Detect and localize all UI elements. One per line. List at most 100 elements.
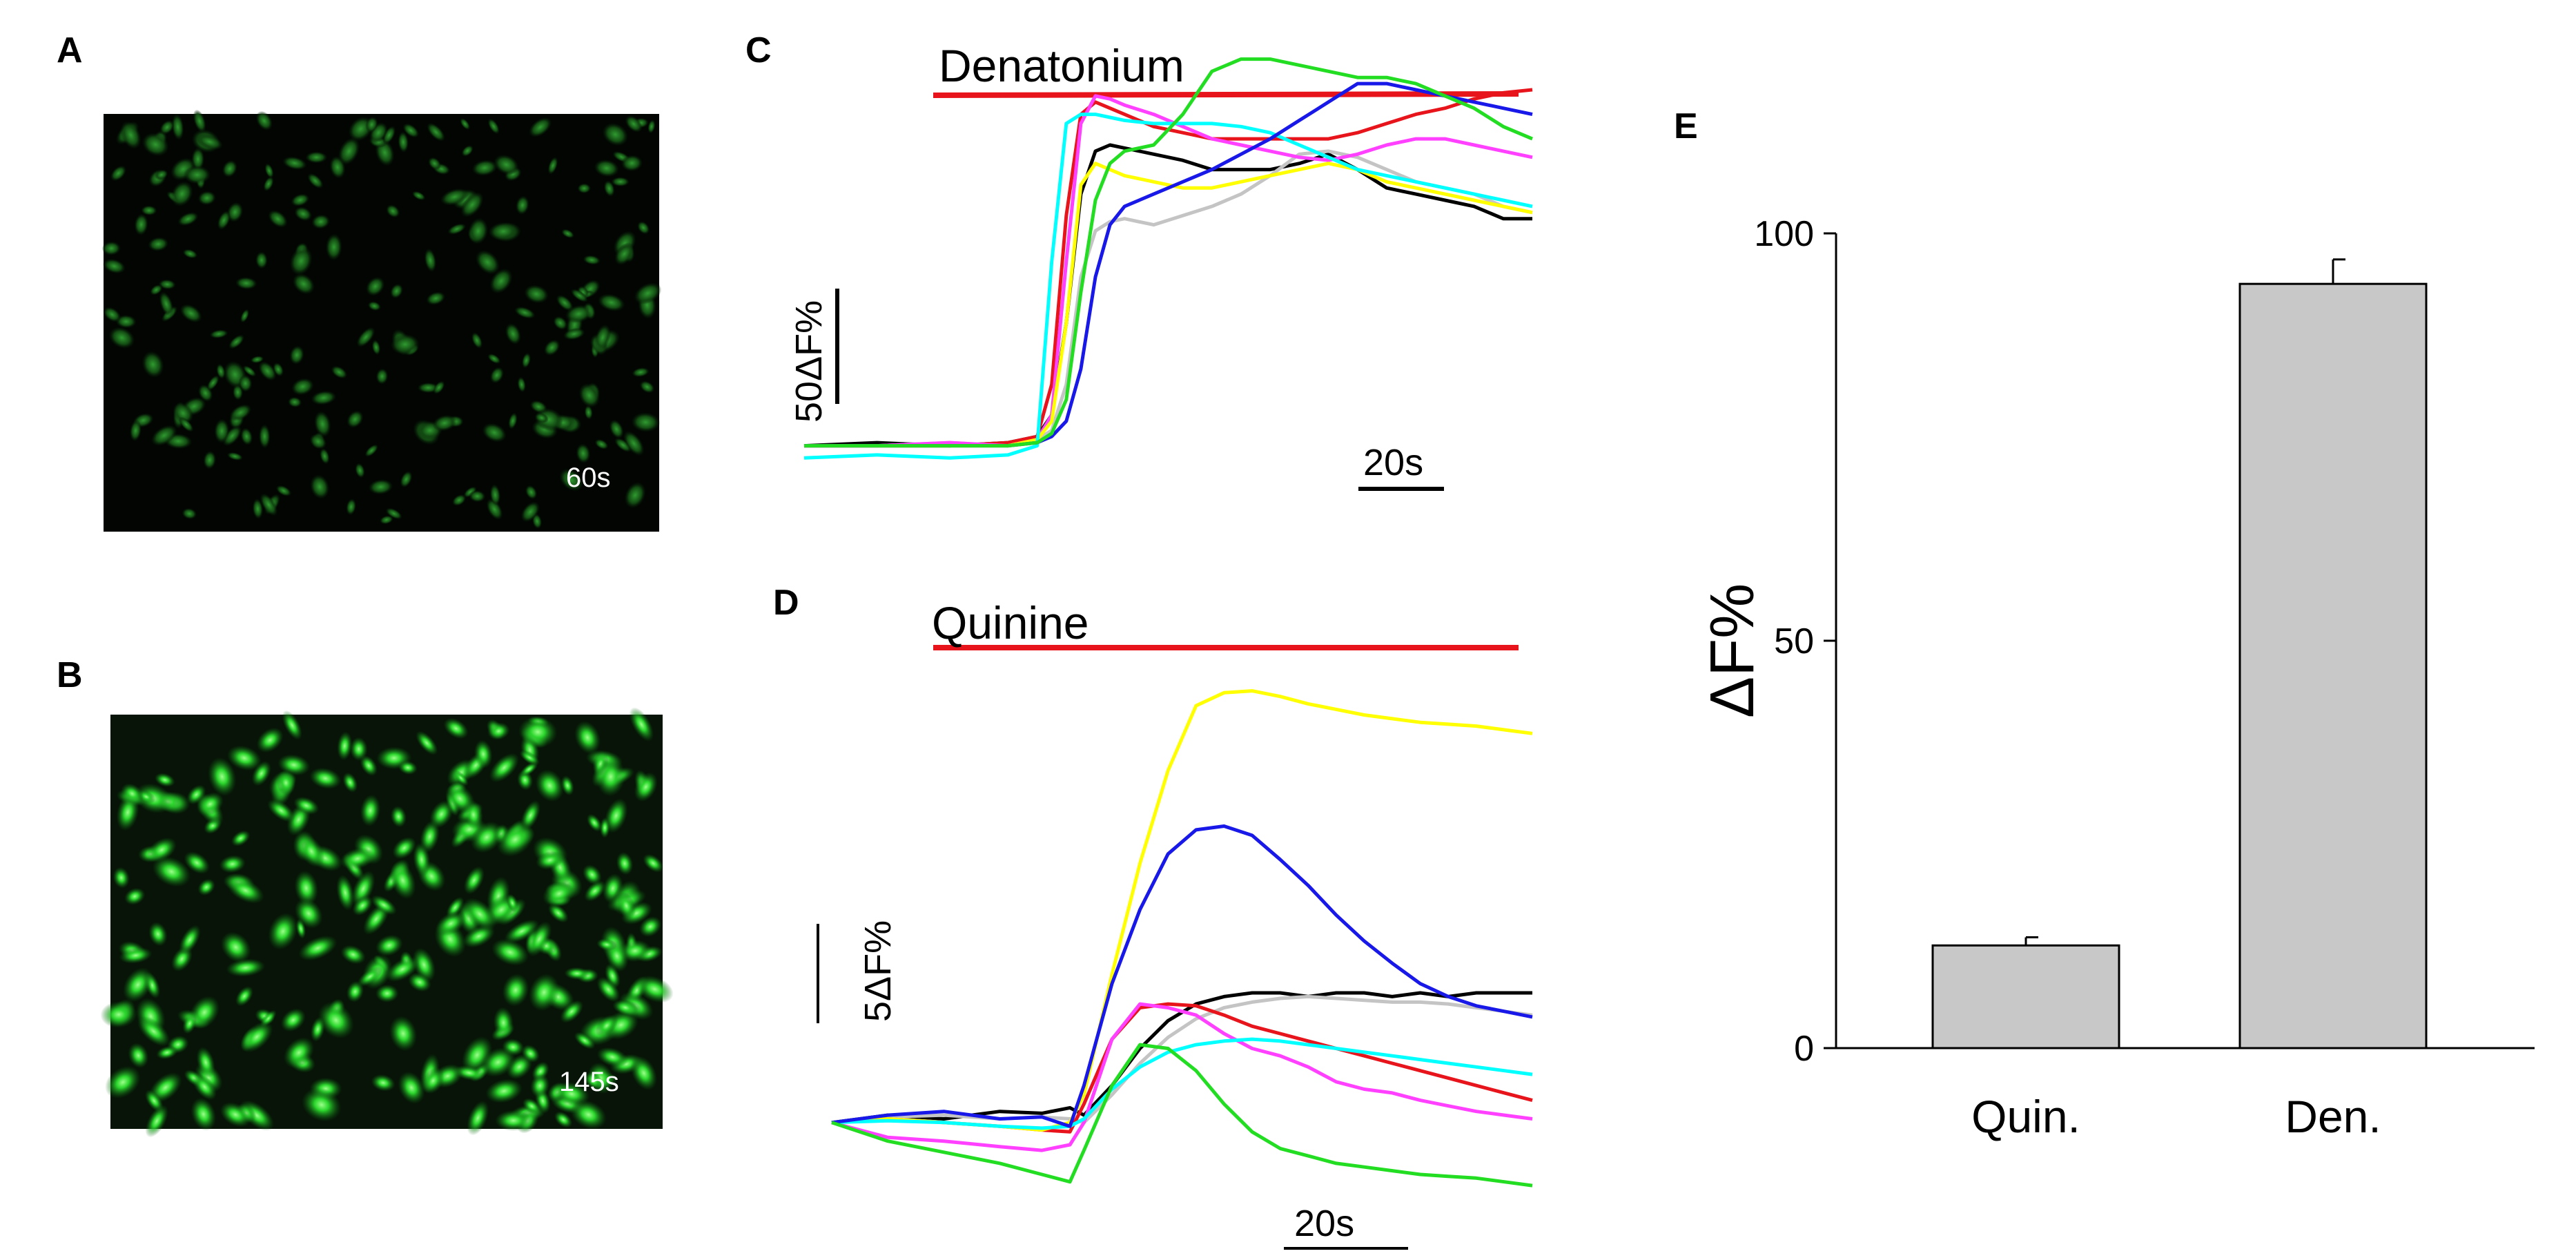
cell: [110, 165, 127, 182]
cell: [371, 339, 381, 356]
cell: [609, 419, 624, 439]
cell: [559, 468, 584, 492]
y-tick-label: 0: [1794, 1029, 1814, 1069]
cell: [621, 155, 643, 172]
cell: [260, 493, 278, 516]
cell: [346, 498, 357, 516]
cell: [219, 855, 246, 873]
cell: [574, 721, 601, 755]
trace-d-black: [831, 991, 1532, 1125]
cell: [159, 291, 174, 317]
cell: [597, 293, 625, 312]
cell: [487, 353, 501, 365]
cell: [583, 255, 601, 265]
cell: [636, 975, 674, 1003]
cell: [292, 273, 315, 295]
cell: [427, 122, 446, 142]
cell: [515, 195, 529, 215]
cell: [634, 772, 658, 802]
cell: [375, 934, 403, 956]
cell: [554, 1111, 573, 1128]
cell: [392, 836, 417, 860]
cell: [485, 1078, 523, 1103]
cell: [268, 912, 298, 950]
cell: [570, 289, 589, 302]
cell: [356, 327, 375, 348]
cell: [594, 438, 609, 450]
cell: [489, 367, 505, 384]
cell: [280, 1008, 306, 1032]
cell: [445, 783, 476, 814]
cell: [173, 402, 194, 425]
cell: [120, 121, 142, 150]
cell: [365, 116, 378, 133]
cell: [355, 463, 365, 478]
cell: [214, 418, 230, 444]
cell: [184, 851, 211, 875]
cell: [305, 151, 328, 164]
cell: [294, 870, 319, 906]
cell: [228, 334, 245, 349]
cell: [594, 159, 620, 177]
cell: [521, 352, 531, 369]
cell: [582, 864, 602, 885]
cell: [517, 376, 526, 393]
cell: [463, 486, 477, 498]
cell: [150, 425, 177, 447]
cell: [336, 874, 355, 911]
cell: [460, 191, 484, 218]
cell: [100, 1000, 137, 1028]
cell: [177, 212, 199, 226]
cell: [504, 919, 540, 944]
cell: [469, 490, 486, 503]
cell: [502, 974, 529, 1007]
cell: [379, 515, 393, 525]
cell: [238, 374, 253, 392]
cell: [240, 427, 253, 446]
cell: [422, 1067, 445, 1094]
cell: [294, 898, 323, 929]
cell: [586, 813, 603, 832]
cell: [340, 945, 366, 965]
cell: [514, 306, 536, 319]
cell: [564, 967, 590, 980]
cell: [226, 877, 264, 904]
cell: [630, 1056, 658, 1091]
cell: [543, 339, 560, 356]
cell: [331, 365, 348, 379]
cell: [585, 1071, 603, 1090]
cell: [389, 861, 416, 900]
cell: [256, 727, 284, 753]
cell: [560, 1000, 584, 1023]
cell: [482, 423, 507, 443]
cell: [542, 880, 576, 907]
panel-c: Denatonium 50ΔF% 20s: [788, 40, 1533, 491]
cell: [402, 123, 420, 138]
cell: [584, 880, 606, 902]
cell: [250, 356, 264, 364]
cell: [298, 935, 338, 961]
cell: [443, 717, 469, 739]
cell: [521, 1044, 540, 1063]
cell: [408, 972, 431, 992]
scale-bar-y-label-d: 5ΔF%: [857, 920, 899, 1022]
panel-d: Quinine 5ΔF% 20s: [817, 597, 1533, 1250]
cell: [154, 773, 175, 787]
cell: [347, 410, 364, 429]
cell: [471, 331, 483, 349]
cell: [560, 775, 574, 796]
y-ticks-e: 0 50 100: [1754, 214, 1836, 1069]
cell: [134, 213, 148, 236]
cell: [603, 180, 615, 197]
cell: [352, 895, 373, 916]
panel-letter-e: E: [1674, 106, 1698, 146]
cell: [226, 452, 244, 461]
cell: [170, 181, 193, 207]
cell: [192, 1074, 217, 1101]
cell: [461, 145, 474, 157]
cell: [338, 137, 360, 166]
cell: [390, 283, 404, 299]
trace-d-yellow: [831, 689, 1533, 1132]
trace-d-magenta: [831, 1002, 1533, 1152]
cell: [643, 853, 664, 873]
